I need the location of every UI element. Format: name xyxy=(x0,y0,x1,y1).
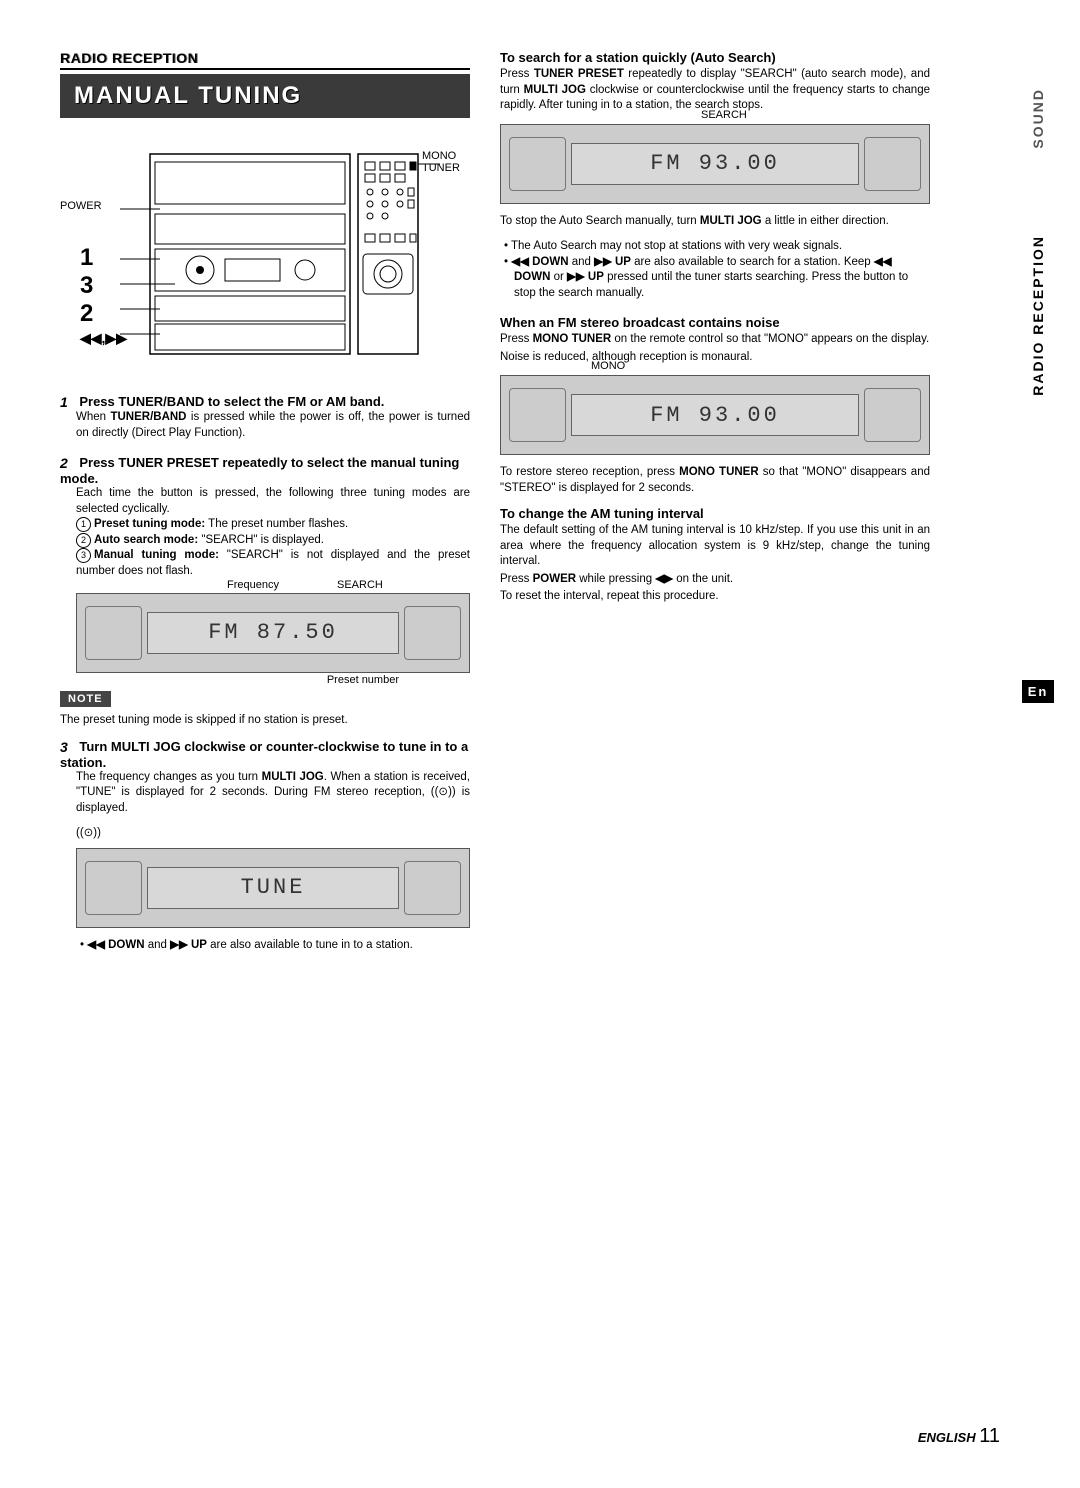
step-3-bullet: • ◀◀ DOWN and ▶▶ UP are also available t… xyxy=(76,938,470,954)
auto-search-b2: • ◀◀ DOWN and ▶▶ UP are also available t… xyxy=(500,255,930,302)
fm-noise-b2: Noise is reduced, although reception is … xyxy=(500,350,930,366)
label-search: SEARCH xyxy=(337,578,383,593)
step-1-body: When TUNER/BAND is pressed while the pow… xyxy=(60,410,470,441)
mode-1: 1Preset tuning mode: The preset number f… xyxy=(76,517,470,533)
step-3-body: The frequency changes as you turn MULTI … xyxy=(76,770,470,817)
step-1-title: Press TUNER/BAND to select the FM or AM … xyxy=(79,394,384,409)
am-press: Press POWER while pressing ◀▶ on the uni… xyxy=(500,572,930,588)
right-column: To search for a station quickly (Auto Se… xyxy=(500,50,930,967)
step-2: 2 Press TUNER PRESET repeatedly to selec… xyxy=(60,455,470,673)
step-2-body: Each time the button is pressed, the fol… xyxy=(76,486,470,517)
heading-auto-search: To search for a station quickly (Auto Se… xyxy=(500,50,930,65)
note-badge: NOTE xyxy=(60,691,111,707)
auto-search-stop: To stop the Auto Search manually, turn M… xyxy=(500,214,930,230)
display-freq: Frequency SEARCH FM 87.50 Preset number xyxy=(76,593,470,673)
footer-lang: ENGLISH xyxy=(918,1430,976,1445)
step-3: 3 Turn MULTI JOG clockwise or counter-cl… xyxy=(60,739,470,954)
footer-page: 11 xyxy=(979,1425,1000,1447)
side-tabs: SOUND RADIO RECEPTION En xyxy=(1026,80,1050,403)
am-body: The default setting of the AM tuning int… xyxy=(500,523,930,570)
label-3: 3 xyxy=(80,272,93,300)
device-diagram: POWER 1 3 2 ◀◀,▶▶ MONO TUNER xyxy=(60,134,470,374)
tab-en: En xyxy=(1022,680,1055,703)
step-2-title: Press TUNER PRESET repeatedly to select … xyxy=(60,455,459,486)
display-mono: MONO FM 93.00 xyxy=(500,375,930,455)
label-rewff: ◀◀,▶▶ xyxy=(80,330,127,347)
tab-radio: RADIO RECEPTION xyxy=(1026,227,1050,404)
auto-search-body: Press TUNER PRESET repeatedly to display… xyxy=(500,67,930,114)
step-3-num: 3 xyxy=(60,739,76,755)
left-column: RADIO RECEPTION MANUAL TUNING xyxy=(60,50,470,967)
auto-search-b1: • The Auto Search may not stop at statio… xyxy=(500,239,930,255)
label-power: POWER xyxy=(60,200,102,212)
display-search-text: FM 93.00 xyxy=(571,143,859,185)
stereo-symbol: ((⊙)) xyxy=(76,826,470,842)
display-search: SEARCH FM 93.00 xyxy=(500,124,930,204)
heading-fm-noise: When an FM stereo broadcast contains noi… xyxy=(500,315,930,330)
label-2: 2 xyxy=(80,300,93,328)
display-mono-text: FM 93.00 xyxy=(571,394,859,436)
display-text: FM 87.50 xyxy=(147,612,399,654)
am-reset: To reset the interval, repeat this proce… xyxy=(500,589,930,605)
fm-restore: To restore stereo reception, press MONO … xyxy=(500,465,930,496)
step-3-title: Turn MULTI JOG clockwise or counter-cloc… xyxy=(60,739,468,770)
tab-sound: SOUND xyxy=(1026,80,1050,157)
page-footer: ENGLISH 11 xyxy=(918,1425,1000,1448)
display-tune-text: TUNE xyxy=(147,867,399,909)
display-tune: TUNE xyxy=(76,848,470,928)
fm-noise-b1: Press MONO TUNER on the remote control s… xyxy=(500,332,930,348)
step-1: 1 Press TUNER/BAND to select the FM or A… xyxy=(60,394,470,441)
section-header: RADIO RECEPTION xyxy=(60,50,470,70)
step-1-num: 1 xyxy=(60,394,76,410)
label-frequency: Frequency xyxy=(227,578,279,593)
title-bar: MANUAL TUNING xyxy=(60,74,470,118)
mode-3: 3Manual tuning mode: "SEARCH" is not dis… xyxy=(76,548,470,579)
note-text: The preset tuning mode is skipped if no … xyxy=(60,713,470,729)
label-preset-number: Preset number xyxy=(327,673,399,688)
label-search-2: SEARCH xyxy=(701,109,747,121)
label-1: 1 xyxy=(80,244,93,272)
label-mono-tuner: MONO TUNER xyxy=(422,150,470,174)
mode-2: 2Auto search mode: "SEARCH" is displayed… xyxy=(76,533,470,549)
step-2-num: 2 xyxy=(60,455,76,471)
manual-page: SOUND RADIO RECEPTION En RADIO RECEPTION… xyxy=(0,0,1080,1488)
heading-am-interval: To change the AM tuning interval xyxy=(500,506,930,521)
label-mono: MONO xyxy=(591,360,625,372)
